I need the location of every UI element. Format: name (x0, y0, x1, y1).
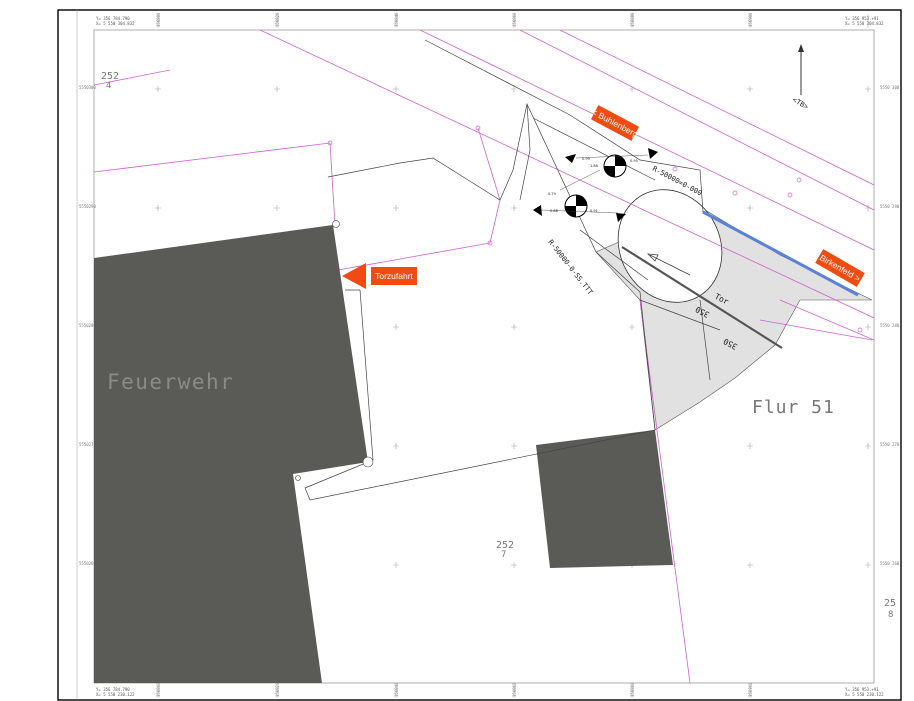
svg-text:1.88: 1.88 (590, 164, 598, 168)
kerb-line (702, 210, 859, 297)
top-tick-label: 356820 (275, 12, 280, 27)
yard-post (362, 456, 374, 468)
boundary-points (327, 125, 863, 333)
corner-coord-bottom-right-x: X= 5 550 230.122 (845, 692, 884, 697)
left-tick-label: 5550270 (79, 442, 96, 447)
survey-target-icon (564, 194, 588, 218)
survey-target-icon (603, 154, 627, 178)
yard-post (295, 475, 301, 481)
corner-coord-top-right-x: X= 5 550 304.832 (845, 21, 884, 26)
svg-text:0.88: 0.88 (550, 209, 558, 213)
gate-arrowhead-icon (646, 253, 659, 262)
parcel-subnumber-8: 8 (888, 610, 893, 620)
corner-coord-bottom-right-y: Y= 356 953.+91 (845, 687, 879, 692)
sign-torzufahrt (371, 267, 417, 285)
flur-label: Flur 51 (752, 397, 835, 418)
corner-coord-bottom-left-x: X= 5 550 230.122 (96, 692, 135, 697)
bottom-tick-label: 356900 (748, 682, 753, 697)
radius-label: R-50000-0-SS.TTT (546, 238, 594, 297)
survey-triangle-markers (533, 148, 658, 222)
torzufahrt-arrow-icon (342, 263, 366, 289)
corner-coord-top-right-y: Y= 356 953.+91 (845, 16, 879, 21)
parcel-subnumber-4: 4 (106, 81, 111, 91)
north-arrow-head-icon (798, 44, 804, 52)
right-tick-label: 5550 280 (880, 323, 900, 328)
yard-post (332, 220, 340, 228)
right-tick-label: 5550 260 (880, 561, 900, 566)
sign-buhlenberg-label: < Buhlenberg (590, 107, 640, 140)
top-tick-label: 356860 (512, 12, 517, 27)
left-tick-label: 5550280 (79, 323, 96, 328)
yard-outline (304, 39, 721, 501)
svg-text:0.79: 0.79 (548, 192, 556, 196)
turning-circle (617, 189, 723, 303)
svg-text:0.91: 0.91 (590, 209, 598, 213)
bottom-tick-label: 356840 (394, 682, 399, 697)
survey-annotations: 0.99 1.88 0.95 0.79 0.91 0.88 (548, 157, 638, 213)
left-tick-label: 5550300 (79, 85, 96, 90)
svg-text:0.95: 0.95 (630, 159, 638, 163)
sign-buhlenberg: < Buhlenberg (590, 105, 640, 141)
svg-text:0.99: 0.99 (582, 157, 590, 161)
corner-coord-bottom-left-y: Y= 356 784.790 (96, 687, 130, 692)
parcel-number-252: 252 (496, 540, 514, 551)
corner-coord-top-left-x: X= 5 550 304.832 (96, 21, 135, 26)
fire-station-building (94, 225, 368, 683)
survey-dim-lines (540, 154, 649, 214)
sign-torzufahrt-label: Torzufahrt (375, 271, 413, 281)
top-tick-label: 356800 (156, 12, 161, 27)
top-tick-label: 356840 (394, 12, 399, 27)
north-label: <TB> (791, 96, 810, 111)
corner-coord-top-left-y: Y= 356 784.790 (96, 16, 130, 21)
left-tick-label: 5550260 (79, 561, 96, 566)
bottom-tick-label: 356860 (512, 682, 517, 697)
right-tick-label: 5550 270 (880, 442, 900, 447)
building-label: Feuerwehr (107, 370, 234, 394)
bottom-tick-label: 356880 (630, 682, 635, 697)
parcel-number-25: 25 (884, 598, 896, 609)
bottom-tick-label: 356800 (156, 682, 161, 697)
sheet-frame (57, 9, 902, 701)
right-tick-label: 5550 290 (880, 204, 900, 209)
bottom-tick-label: 356820 (275, 682, 280, 697)
parcel-number-252: 252 (101, 71, 119, 82)
gate-line (621, 246, 783, 349)
top-tick-label: 356880 (630, 12, 635, 27)
left-tick-label: 5550290 (79, 204, 96, 209)
top-tick-label: 356900 (748, 12, 753, 27)
right-tick-label: 5550 300 (880, 85, 900, 90)
parcel-subnumber-7: 7 (501, 550, 506, 560)
adjacent-building (536, 430, 673, 568)
cadastral-boundaries (94, 30, 874, 683)
grid-ticks (157, 14, 869, 698)
